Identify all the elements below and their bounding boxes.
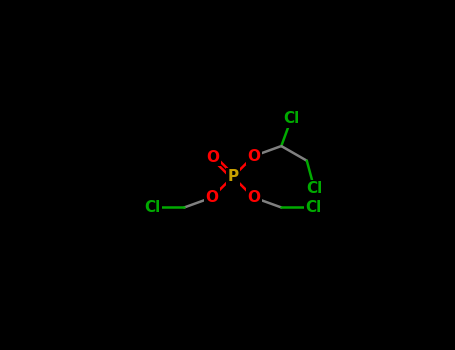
Text: O: O: [247, 148, 260, 163]
Text: Cl: Cl: [306, 200, 322, 215]
Text: O: O: [206, 190, 218, 205]
Text: Cl: Cl: [144, 200, 160, 215]
Text: Cl: Cl: [283, 111, 299, 126]
Text: Cl: Cl: [306, 181, 323, 196]
Text: P: P: [227, 169, 238, 184]
Text: O: O: [247, 190, 260, 205]
Text: O: O: [207, 149, 219, 164]
